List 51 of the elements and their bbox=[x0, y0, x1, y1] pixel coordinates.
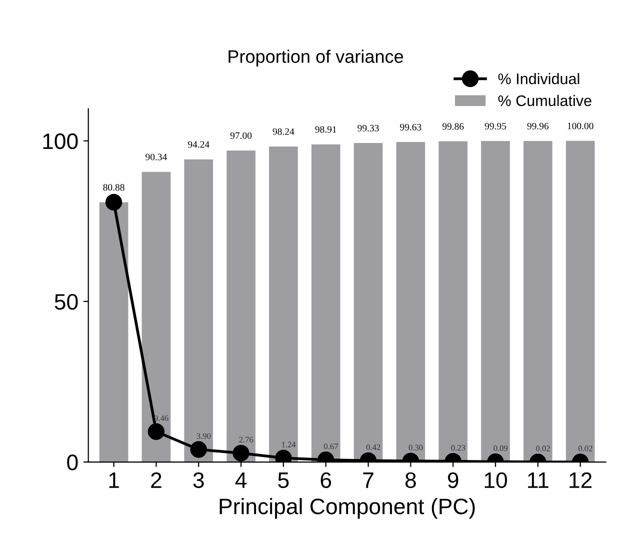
bar bbox=[184, 159, 214, 462]
data-label: 80.88 bbox=[103, 184, 124, 191]
data-label: 98.91 bbox=[315, 126, 336, 133]
data-label: 99.86 bbox=[442, 123, 464, 130]
data-label: 90.34 bbox=[146, 154, 167, 160]
x-tick-label: 9 bbox=[448, 472, 458, 488]
data-label: 0.30 bbox=[408, 444, 423, 450]
data-label: 0.42 bbox=[366, 444, 380, 450]
chart-title: Proportion of variance bbox=[228, 50, 404, 67]
bar bbox=[481, 141, 510, 462]
bar bbox=[269, 146, 298, 462]
x-tick-label: 7 bbox=[363, 472, 374, 488]
data-label: 97.00 bbox=[230, 132, 252, 139]
x-tick-label: 6 bbox=[320, 472, 332, 488]
x-tick-label: 8 bbox=[405, 472, 416, 488]
bar bbox=[226, 150, 256, 462]
data-label: 0.09 bbox=[494, 445, 508, 452]
legend-label: % Individual bbox=[498, 73, 580, 84]
data-label: 99.63 bbox=[400, 124, 422, 130]
data-label: 0.67 bbox=[324, 444, 338, 450]
x-tick-label: 12 bbox=[570, 472, 592, 488]
data-label: 99.33 bbox=[358, 124, 379, 132]
data-label: 100.00 bbox=[568, 122, 594, 130]
data-label: 99.96 bbox=[527, 122, 549, 130]
data-label: 0.02 bbox=[578, 446, 592, 452]
bar bbox=[566, 140, 595, 462]
data-label: 98.24 bbox=[272, 128, 294, 135]
bar bbox=[142, 172, 171, 462]
bar bbox=[438, 141, 468, 462]
x-tick-label: 3 bbox=[193, 472, 204, 488]
bar bbox=[311, 144, 340, 462]
x-tick-label: 10 bbox=[484, 472, 507, 488]
bar bbox=[523, 140, 552, 462]
data-label: 1.24 bbox=[282, 442, 296, 448]
x-tick-label: 2 bbox=[151, 472, 162, 488]
data-label: 0.02 bbox=[536, 446, 550, 452]
x-tick-label: 1 bbox=[109, 472, 119, 488]
data-label: 0.23 bbox=[451, 444, 466, 451]
data-label: 2.76 bbox=[239, 436, 254, 443]
bar bbox=[99, 202, 128, 462]
data-label: 99.95 bbox=[484, 122, 506, 130]
data-label: 94.24 bbox=[188, 141, 210, 148]
x-tick-label: 5 bbox=[278, 472, 289, 488]
x-axis-title: Principal Component (PC) bbox=[220, 498, 475, 519]
legend-label: % Cumulative bbox=[498, 94, 592, 106]
y-tick-label: 0 bbox=[67, 454, 78, 470]
y-tick-label: 50 bbox=[54, 294, 78, 310]
y-tick-label: 100 bbox=[43, 133, 78, 150]
x-tick-label: 4 bbox=[235, 472, 247, 488]
x-tick-label: 11 bbox=[528, 472, 548, 488]
data-label: 3.90 bbox=[196, 433, 211, 439]
